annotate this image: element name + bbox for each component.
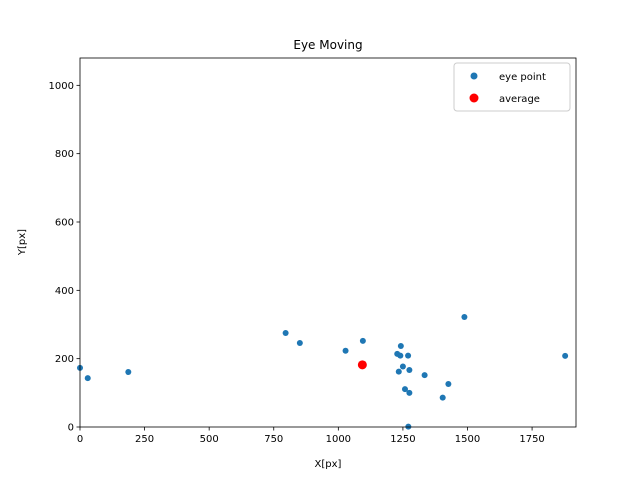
eye-point-marker (125, 368, 132, 375)
eye-point-marker (461, 313, 468, 320)
eye-point-marker (439, 394, 446, 401)
eye-point-marker (84, 375, 91, 382)
average-point-marker (357, 360, 367, 370)
legend-label-eye-point: eye point (499, 72, 546, 83)
eye-point-marker (562, 352, 569, 359)
eye-point-marker (395, 368, 402, 375)
y-tick-label: 1000 (49, 81, 74, 92)
legend-box (453, 62, 571, 112)
eye-point-marker (406, 366, 413, 373)
y-tick-label: 0 (68, 423, 74, 434)
eye-point-marker (359, 337, 366, 344)
eye-point-marker (406, 389, 413, 396)
plot-frame (79, 57, 577, 428)
eye-point-marker (342, 347, 349, 354)
y-tick-label: 400 (55, 286, 74, 297)
eye-point-marker (405, 352, 412, 359)
eye-point-marker (397, 343, 404, 350)
plot-area (80, 58, 576, 427)
eye-point-marker (421, 372, 428, 379)
x-tick-label: 1500 (455, 434, 480, 445)
x-axis-ticks: 0 250 500 750 1000 1250 1500 1750 (77, 427, 545, 445)
x-tick-label: 1000 (326, 434, 351, 445)
legend: eye point average (453, 62, 571, 112)
x-tick-label: 1250 (390, 434, 415, 445)
y-tick-label: 600 (55, 218, 74, 229)
chart-title: Eye Moving (293, 38, 362, 52)
eye-point-marker (296, 339, 303, 346)
y-axis-label: Y[px] (17, 229, 28, 256)
y-tick-label: 200 (55, 354, 74, 365)
x-tick-label: 0 (77, 434, 83, 445)
eye-point-marker (397, 352, 404, 359)
x-tick-label: 750 (264, 434, 283, 445)
x-tick-label: 250 (135, 434, 154, 445)
x-axis-label: X[px] (315, 459, 342, 470)
y-axis-ticks: 0 200 400 600 800 1000 (49, 81, 80, 434)
eye-point-marker (399, 363, 406, 370)
data-points (77, 313, 569, 430)
legend-marker-eye-point (470, 72, 478, 80)
y-tick-label: 800 (55, 149, 74, 160)
legend-label-average: average (499, 94, 540, 105)
legend-marker-average (469, 93, 479, 103)
eye-point-marker (401, 386, 408, 393)
eye-point-marker (445, 380, 452, 387)
x-tick-label: 1750 (519, 434, 544, 445)
eye-point-marker (282, 330, 289, 337)
x-tick-label: 500 (200, 434, 219, 445)
